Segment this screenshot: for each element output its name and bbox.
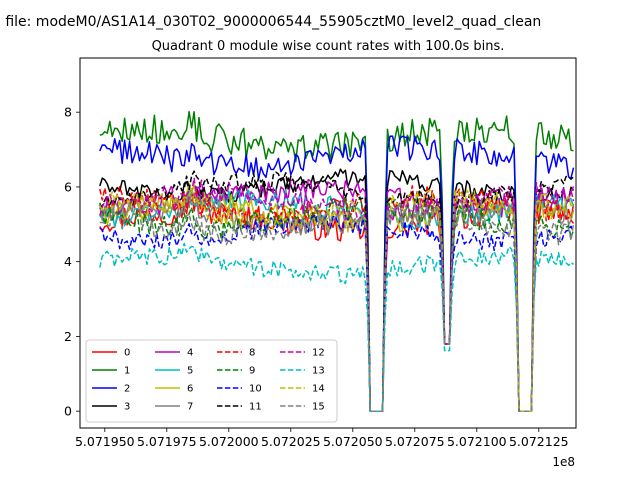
plot-frame	[79, 57, 577, 429]
legend-frame	[85, 339, 338, 423]
legend-label-15: 15	[312, 402, 325, 413]
x-tick-label: 5.072125	[509, 434, 569, 449]
series-line-11	[99, 170, 574, 412]
legend-label-1: 1	[124, 366, 130, 377]
legend-label-7: 7	[187, 402, 193, 413]
legend-label-4: 4	[187, 348, 193, 359]
series-line-12	[99, 177, 575, 412]
legend-label-0: 0	[124, 348, 130, 359]
series-line-14	[99, 187, 575, 412]
chart-title: Quadrant 0 module wise count rates with …	[152, 39, 505, 54]
x-tick-label: 5.071950	[75, 434, 135, 449]
y-tick-label: 0	[64, 404, 72, 419]
x-tick-label: 5.072100	[447, 434, 507, 449]
series-line-15	[99, 203, 575, 412]
y-tick-label: 8	[64, 105, 72, 120]
series-line-13	[99, 242, 574, 412]
x-tick-label: 5.072075	[385, 434, 445, 449]
y-tick-label: 2	[64, 329, 72, 344]
y-tick-label: 6	[64, 179, 72, 194]
series-line-8	[99, 184, 575, 412]
y-axis: 0 2 4 6 8	[64, 105, 80, 419]
x-tick-label: 5.072000	[199, 434, 259, 449]
x-tick-label: 5.071975	[137, 434, 197, 449]
x-offset-label: 1e8	[552, 455, 575, 469]
x-axis: 5.071950 5.071975 5.072000 5.072025 5.072050…	[75, 428, 569, 449]
legend-label-13: 13	[312, 366, 325, 377]
legend-label-5: 5	[187, 366, 193, 377]
series-line-10	[99, 212, 575, 412]
series-layer	[99, 110, 575, 412]
legend-label-2: 2	[124, 384, 130, 395]
x-tick-label: 5.072025	[261, 434, 321, 449]
y-tick-label: 4	[64, 254, 72, 269]
legend-label-3: 3	[124, 402, 130, 413]
x-tick-label: 5.072050	[323, 434, 383, 449]
series-line-7	[99, 189, 575, 412]
series-line-2	[99, 135, 575, 412]
legend-label-8: 8	[249, 348, 255, 359]
legend-label-10: 10	[249, 384, 262, 395]
legend-label-11: 11	[249, 402, 262, 413]
legend-label-12: 12	[312, 348, 325, 359]
legend-label-14: 14	[312, 384, 325, 395]
legend-label-6: 6	[187, 384, 193, 395]
legend-label-9: 9	[249, 366, 255, 377]
series-line-1	[99, 110, 574, 412]
figure-suptitle: n file: modeM0/AS1A14_030T02_9000006544_…	[0, 14, 541, 30]
